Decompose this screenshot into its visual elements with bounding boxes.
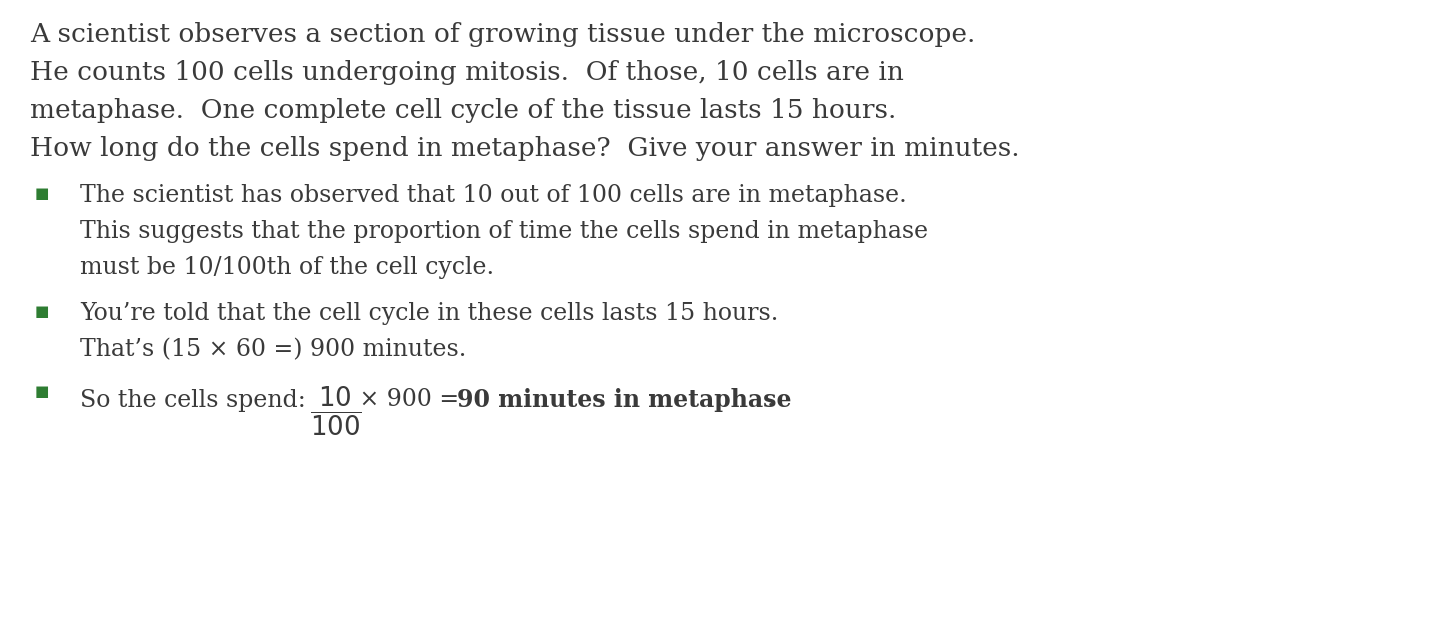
Text: 90 minutes in metaphase: 90 minutes in metaphase	[456, 388, 792, 412]
Text: ■: ■	[35, 186, 49, 201]
Text: $\dfrac{10}{100}$: $\dfrac{10}{100}$	[310, 386, 361, 438]
Text: .: .	[768, 389, 775, 412]
Text: must be 10/100th of the cell cycle.: must be 10/100th of the cell cycle.	[81, 256, 494, 279]
Text: ■: ■	[35, 384, 49, 399]
Text: × 900 =: × 900 =	[351, 389, 467, 412]
Text: The scientist has observed that 10 out of 100 cells are in metaphase.: The scientist has observed that 10 out o…	[81, 184, 907, 207]
Text: This suggests that the proportion of time the cells spend in metaphase: This suggests that the proportion of tim…	[81, 220, 929, 243]
Text: You’re told that the cell cycle in these cells lasts 15 hours.: You’re told that the cell cycle in these…	[81, 302, 779, 325]
Text: So the cells spend:: So the cells spend:	[81, 389, 321, 412]
Text: ■: ■	[35, 304, 49, 319]
Text: That’s (15 × 60 =) 900 minutes.: That’s (15 × 60 =) 900 minutes.	[81, 338, 467, 361]
Text: He counts 100 cells undergoing mitosis.  Of those, 10 cells are in: He counts 100 cells undergoing mitosis. …	[30, 60, 904, 85]
Text: metaphase.  One complete cell cycle of the tissue lasts 15 hours.: metaphase. One complete cell cycle of th…	[30, 98, 896, 123]
Text: How long do the cells spend in metaphase?  Give your answer in minutes.: How long do the cells spend in metaphase…	[30, 136, 1020, 161]
Text: A scientist observes a section of growing tissue under the microscope.: A scientist observes a section of growin…	[30, 22, 975, 47]
